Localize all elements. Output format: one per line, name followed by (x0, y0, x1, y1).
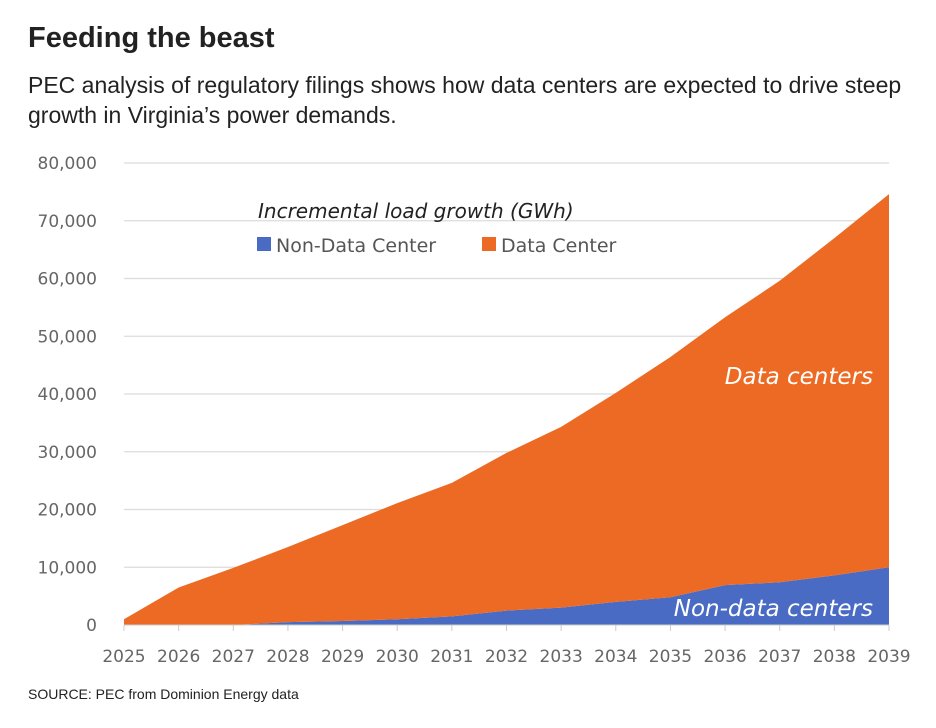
chart-title: Feeding the beast (28, 22, 275, 54)
x-tick-label: 2034 (594, 647, 637, 667)
y-tick-label: 60,000 (38, 270, 97, 290)
y-tick-label: 10,000 (38, 558, 97, 578)
y-tick-label: 20,000 (38, 501, 97, 521)
x-tick-label: 2025 (102, 647, 145, 667)
y-tick-label: 30,000 (38, 443, 97, 463)
x-tick-label: 2030 (376, 647, 419, 667)
annotation-data-centers: Data centers (725, 364, 873, 390)
areas (123, 194, 890, 626)
y-tick-label: 70,000 (38, 212, 97, 232)
source-note: SOURCE: PEC from Dominion Energy data (28, 686, 299, 702)
chart-subtitle: PEC analysis of regulatory filings shows… (28, 72, 902, 128)
x-tick-label: 2038 (813, 647, 856, 667)
x-tick-label: 2037 (758, 647, 801, 667)
x-tick-label: 2027 (212, 647, 255, 667)
x-tick-label: 2039 (867, 647, 910, 667)
x-tick-label: 2026 (157, 647, 200, 667)
legend-title: Incremental load growth (GWh) (258, 199, 574, 223)
y-axis: 0 10,000 20,000 30,000 40,000 50,000 60,000 70,… (38, 154, 97, 636)
x-tick-label: 2028 (266, 647, 309, 667)
y-tick-label: 50,000 (38, 327, 97, 347)
y-tick-label: 80,000 (38, 154, 97, 174)
legend-label-non-data-center: Non-Data Center (276, 235, 436, 257)
legend-swatch-non-data-center (257, 237, 271, 251)
x-tick-label: 2033 (540, 647, 583, 667)
y-tick-label: 40,000 (38, 385, 97, 405)
y-tick-label: 0 (86, 616, 97, 636)
x-tick-label: 2036 (703, 647, 746, 667)
x-tick-label: 2031 (430, 647, 473, 667)
x-tick-label: 2032 (485, 647, 528, 667)
annotation-non-data-centers: Non-data centers (674, 596, 873, 622)
x-axis: 2025 2026 2027 2028 2029 2030 2031 2032 2033 2034… (102, 624, 911, 667)
legend-label-data-center: Data Center (501, 235, 617, 257)
legend-swatch-data-center (482, 237, 496, 251)
area-non-data-center (124, 567, 889, 625)
x-tick-label: 2029 (321, 647, 364, 667)
area-data-center (124, 194, 889, 625)
x-tick-label: 2035 (649, 647, 692, 667)
